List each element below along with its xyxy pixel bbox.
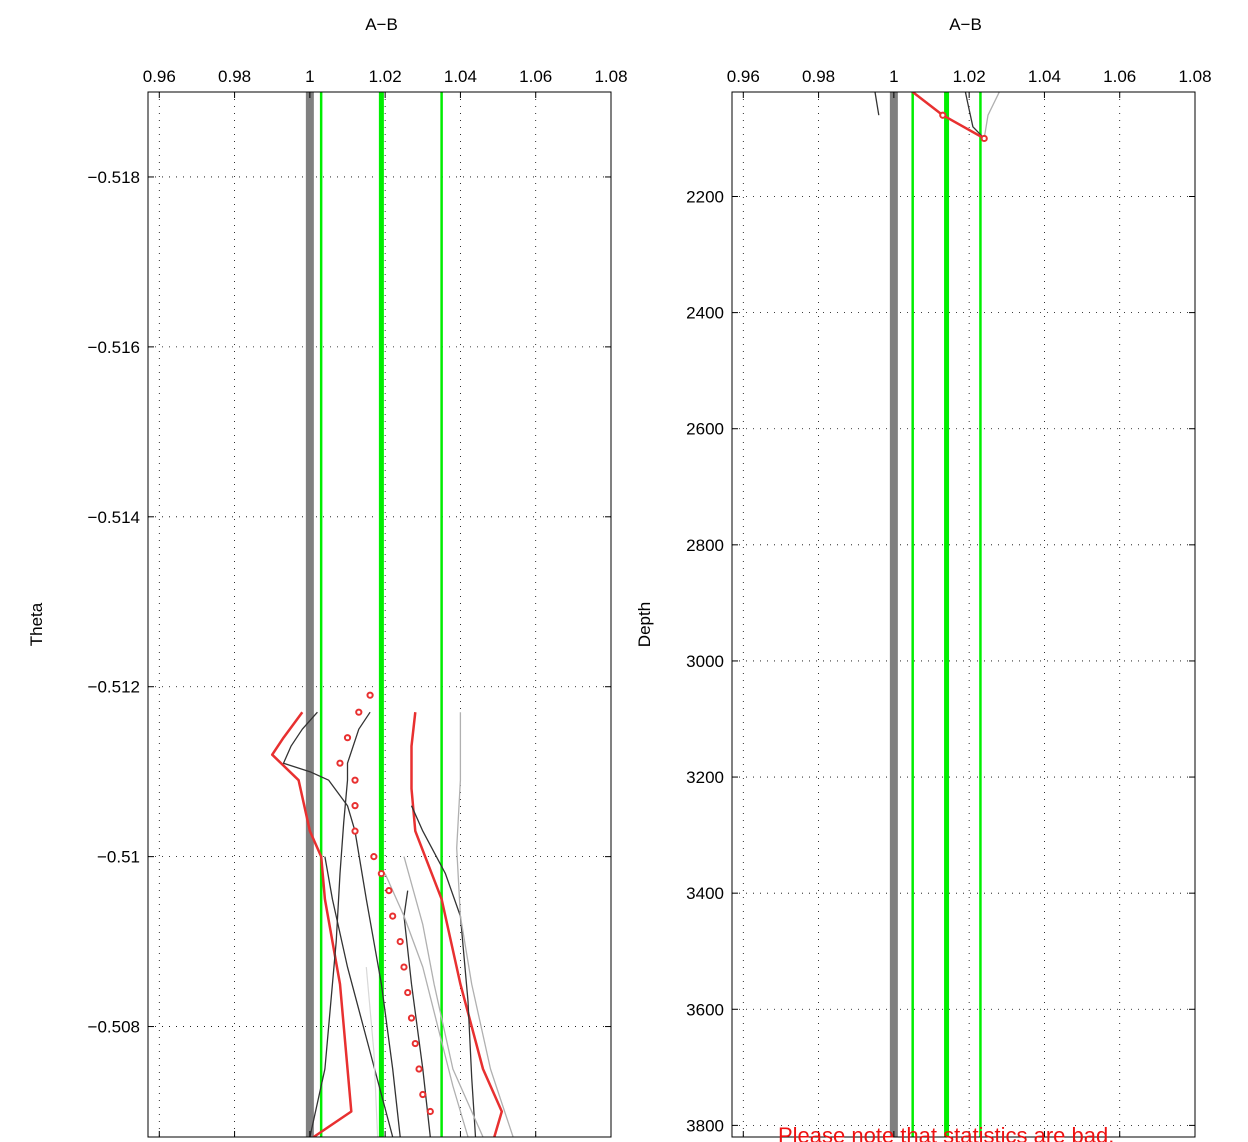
x-tick-label: 0.98 <box>218 67 251 86</box>
y-tick-label: −0.514 <box>88 508 140 527</box>
data-point <box>351 776 359 784</box>
chart-title: A−B <box>949 15 982 34</box>
series-line <box>309 711 371 1137</box>
data-point <box>419 1090 427 1099</box>
theta-panel: 0.96 0.98 1 1.02 1.04 1.06 1.08 −0.508 −0.51 −0.5… <box>27 15 628 1138</box>
x-tick-label: 0.96 <box>727 67 760 86</box>
x-tick-label: 1.08 <box>594 67 627 86</box>
x-tick-label: 1.06 <box>519 67 552 86</box>
statistics-warning: Please note that statistics are bad. <box>778 1123 1114 1142</box>
data-point <box>415 1065 423 1073</box>
series-line <box>384 873 469 1137</box>
x-tick-label: 0.96 <box>143 67 176 86</box>
y-tick-label: −0.512 <box>88 678 140 697</box>
series-line <box>270 711 353 1137</box>
data-point <box>411 1039 419 1048</box>
series-line <box>403 890 431 1137</box>
data-point <box>404 988 412 997</box>
data-point <box>389 912 397 920</box>
y-tick-label: 2200 <box>686 188 724 207</box>
y-tick-label: 3800 <box>686 1116 724 1135</box>
data-point <box>407 1014 416 1022</box>
plot-frame <box>731 91 1196 1138</box>
series-line <box>410 712 504 1137</box>
x-tick-label: 1 <box>305 67 314 86</box>
x-tick-label: 1.02 <box>953 67 986 86</box>
data-point <box>385 887 393 895</box>
data-point <box>343 734 352 742</box>
data-point <box>351 827 359 835</box>
x-tick-label: 1.08 <box>1178 67 1211 86</box>
x-tick-label: 1.04 <box>1028 67 1061 86</box>
y-tick-label: −0.516 <box>88 338 140 357</box>
series-line <box>324 856 394 1137</box>
series-line <box>983 92 1000 139</box>
data-point <box>377 870 385 878</box>
y-tick-label: −0.508 <box>88 1018 140 1037</box>
y-tick-label: 2400 <box>686 304 724 323</box>
data-point <box>351 802 359 810</box>
data-point <box>400 963 408 971</box>
series-line <box>874 92 880 116</box>
depth-panel: 0.96 0.98 1 1.02 1.04 1.06 1.08 2200 2400 2600 280… <box>635 15 1212 1138</box>
y-axis-label: Theta <box>27 602 46 646</box>
plot-frame <box>147 91 612 1138</box>
y-tick-label: −0.518 <box>88 168 140 187</box>
x-tick-label: 1 <box>889 67 898 86</box>
plot-area <box>732 92 1195 1137</box>
y-tick-label: 3600 <box>686 1000 724 1019</box>
series-line <box>964 92 985 139</box>
x-tick-label: 1.04 <box>444 67 477 86</box>
series-line <box>403 856 484 1137</box>
data-point <box>366 691 374 699</box>
series-line <box>365 967 379 1137</box>
series-line <box>282 711 401 1137</box>
chart-title: A−B <box>365 15 398 34</box>
plot-data <box>874 92 1000 1137</box>
data-point <box>396 937 404 946</box>
y-tick-label: 3000 <box>686 652 724 671</box>
x-tick-label: 0.98 <box>802 67 835 86</box>
data-point <box>370 853 378 861</box>
x-tick-label: 1.06 <box>1103 67 1136 86</box>
y-tick-label: 3400 <box>686 884 724 903</box>
y-tick-label: −0.51 <box>97 848 140 867</box>
y-tick-label: 3200 <box>686 768 724 787</box>
series-line <box>456 712 514 1137</box>
data-point <box>336 759 344 767</box>
x-tick-label: 1.02 <box>369 67 402 86</box>
y-tick-label: 2800 <box>686 536 724 555</box>
data-point <box>980 134 988 143</box>
data-point <box>939 111 947 119</box>
data-point <box>355 708 363 716</box>
plot-data <box>270 92 514 1137</box>
y-axis-label: Depth <box>635 602 654 647</box>
y-tick-label: 2600 <box>686 420 724 439</box>
data-point <box>426 1107 434 1116</box>
